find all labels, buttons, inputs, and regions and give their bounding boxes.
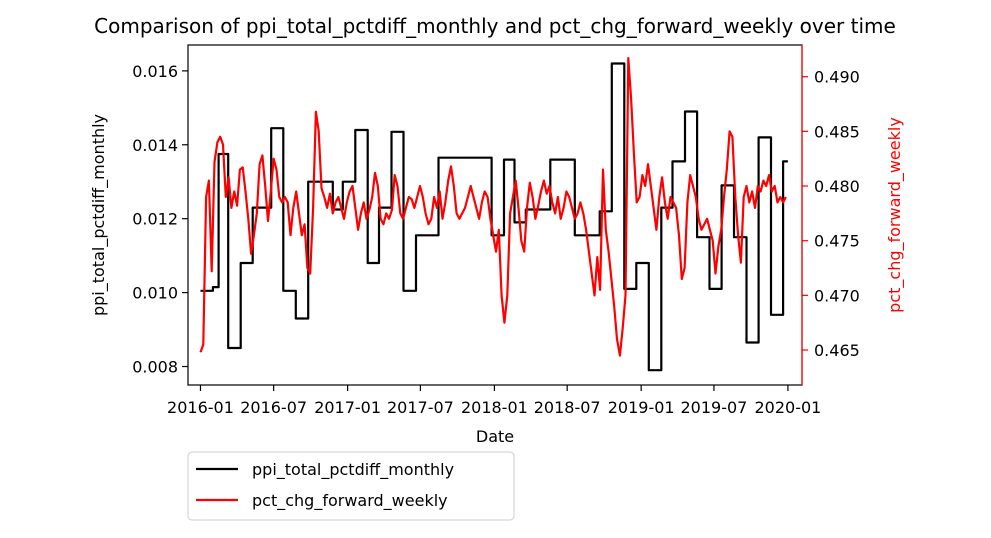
x-tick-label: 2016-07 xyxy=(240,398,307,417)
right-y-tick-label: 0.480 xyxy=(814,177,860,196)
left-y-axis-label: ppi_total_pctdiff_monthly xyxy=(89,114,109,316)
x-tick-label: 2017-07 xyxy=(387,398,454,417)
x-tick-label: 2020-01 xyxy=(754,398,821,417)
series-line-ppi-total-pctdiff-monthly xyxy=(200,62,788,372)
right-y-axis: 0.465 0.470 0.475 0.480 0.485 0.490 xyxy=(802,68,860,360)
x-tick-label: 2019-07 xyxy=(681,398,748,417)
x-tick-label: 2018-01 xyxy=(461,398,528,417)
x-axis: 2016-01 2016-07 2017-01 2017-07 2018-01 2018-… xyxy=(167,385,821,417)
series-layer xyxy=(199,57,788,372)
legend-frame xyxy=(187,451,515,521)
x-tick-label: 2016-01 xyxy=(167,398,234,417)
left-y-tick-label: 0.016 xyxy=(132,62,178,81)
right-y-tick-label: 0.475 xyxy=(814,232,860,251)
legend-label-pct: pct_chg_forward_weekly xyxy=(252,491,448,511)
legend-label-ppi: ppi_total_pctdiff_monthly xyxy=(252,460,454,480)
legend: ppi_total_pctdiff_monthly pct_chg_forwar… xyxy=(187,451,515,521)
chart-title: Comparison of ppi_total_pctdiff_monthly … xyxy=(94,14,896,38)
right-y-tick-label: 0.470 xyxy=(814,286,860,305)
left-y-tick-label: 0.010 xyxy=(132,284,178,303)
plot-frame xyxy=(187,44,803,386)
left-y-tick-label: 0.014 xyxy=(132,136,178,155)
x-axis-label: Date xyxy=(476,427,514,446)
series-line-pct-chg-forward-weekly xyxy=(199,57,787,357)
x-tick-label: 2018-07 xyxy=(534,398,601,417)
right-y-tick-label: 0.485 xyxy=(814,122,860,141)
right-y-axis-label: pct_chg_forward_weekly xyxy=(885,117,905,313)
left-y-axis: 0.008 0.010 0.012 0.014 0.016 xyxy=(132,62,188,377)
right-y-tick-label: 0.465 xyxy=(814,341,860,360)
x-tick-label: 2017-01 xyxy=(314,398,381,417)
right-y-tick-label: 0.490 xyxy=(814,68,860,87)
left-y-tick-label: 0.012 xyxy=(132,210,178,229)
x-tick-label: 2019-01 xyxy=(608,398,675,417)
left-y-tick-label: 0.008 xyxy=(132,358,178,377)
